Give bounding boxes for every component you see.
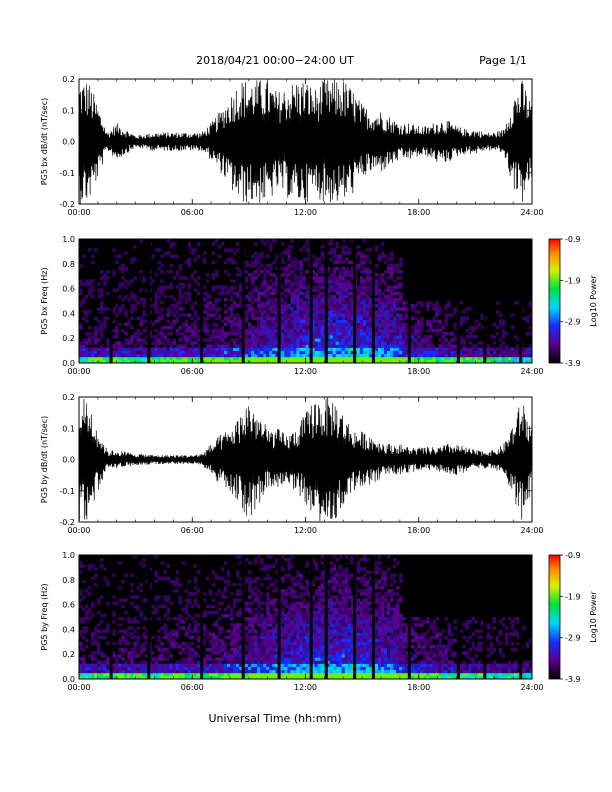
data-gap: [456, 555, 460, 679]
y-tick-label: 0.1: [62, 424, 75, 433]
colorbar-tick-label: -2.9: [565, 318, 581, 327]
page-number: Page 1/1: [479, 54, 527, 67]
data-gap: [309, 555, 313, 679]
colorbar-tick-label: -3.9: [565, 675, 581, 684]
y-tick-label: 0.2: [62, 650, 75, 659]
colorbar-tick-label: -0.9: [565, 235, 581, 244]
panels: 00:00 06:00 12:00 18:00 24:00 -0.2 -0.1 0.0 0.1 0…: [40, 75, 598, 692]
y-tick-label: 0.2: [62, 334, 75, 343]
data-gap: [147, 239, 151, 363]
y-tick-label: 0.0: [62, 456, 75, 465]
x-tick-label: 24:00: [520, 367, 543, 376]
data-gap: [200, 555, 204, 679]
y-tick-label: 0.4: [62, 309, 75, 318]
data-gap: [109, 555, 113, 679]
colorbar-tick-label: -0.9: [565, 551, 581, 560]
x-tick-label: 06:00: [181, 208, 204, 217]
data-gap: [147, 555, 151, 679]
panel-4: -0.9 -1.9 -2.9 -3.9 Log10 Power 00:00 06:00 12:…: [40, 551, 598, 692]
y-axis-label: PG5 by Freq (Hz): [40, 583, 49, 650]
data-gap: [200, 239, 204, 363]
data-gap: [277, 555, 281, 679]
colorbar: [548, 238, 561, 364]
y-tick-label: 0.8: [62, 576, 75, 585]
y-tick-label: 1.0: [62, 551, 75, 560]
data-gap: [353, 239, 357, 363]
waveform-series: [78, 397, 533, 522]
data-gap: [241, 555, 245, 679]
y-tick-label: 1.0: [62, 235, 75, 244]
panel-1: 00:00 06:00 12:00 18:00 24:00 -0.2 -0.1 0.0 0.1 0…: [40, 75, 544, 217]
x-tick-label: 06:00: [181, 526, 204, 535]
colorbar-label: Log10 Power: [589, 591, 598, 643]
panel-3: 00:00 06:00 12:00 18:00 24:00 -0.2 -0.1 0.0 0.1 0…: [40, 393, 544, 535]
colorbar: [548, 554, 561, 680]
y-tick-label: 0.4: [62, 625, 75, 634]
data-gap: [277, 239, 281, 363]
y-tick-label: -0.1: [59, 487, 75, 496]
y-tick-label: 0.8: [62, 260, 75, 269]
y-tick-label: 0.6: [62, 601, 75, 610]
x-tick-label: 24:00: [520, 208, 543, 217]
x-tick-label: 00:00: [67, 526, 90, 535]
data-gap: [483, 239, 487, 363]
data-gap: [456, 239, 460, 363]
x-tick-label: 18:00: [407, 683, 430, 692]
y-tick-label: 0.2: [62, 393, 75, 402]
x-tick-label: 00:00: [67, 367, 90, 376]
y-tick-label: 0.0: [62, 359, 75, 368]
y-axis-label: PG5 bx dB/dt (nT/sec): [40, 98, 49, 185]
x-tick-label: 00:00: [67, 208, 90, 217]
spectrogram-cells: [79, 555, 533, 680]
x-tick-label: 12:00: [294, 526, 317, 535]
y-tick-label: -0.2: [59, 200, 75, 209]
x-tick-label: 12:00: [294, 683, 317, 692]
colorbar-tick-label: -2.9: [565, 634, 581, 643]
y-tick-label: 0.2: [62, 75, 75, 84]
data-gap: [353, 555, 357, 679]
waveform-series: [78, 79, 533, 204]
x-axis-title: Universal Time (hh:mm): [209, 712, 342, 725]
x-tick-label: 24:00: [520, 526, 543, 535]
data-gap: [519, 239, 523, 363]
figure-title: 2018/04/21 00:00−24:00 UT: [196, 54, 354, 67]
data-gap: [324, 239, 328, 363]
x-tick-label: 18:00: [407, 526, 430, 535]
data-gap: [309, 239, 313, 363]
x-tick-label: 00:00: [67, 683, 90, 692]
data-gap: [407, 239, 411, 363]
y-axis-label: PG5 bx Freq (Hz): [40, 267, 49, 334]
x-tick-label: 06:00: [181, 683, 204, 692]
colorbar-tick-label: -3.9: [565, 359, 581, 368]
data-gap: [519, 555, 523, 679]
data-gap: [241, 239, 245, 363]
x-tick-label: 18:00: [407, 367, 430, 376]
y-tick-label: 0.0: [62, 675, 75, 684]
panel-2: -0.9 -1.9 -2.9 -3.9 Log10 Power 00:00 06:00 12:…: [40, 235, 598, 376]
data-gap: [109, 239, 113, 363]
x-tick-label: 18:00: [407, 208, 430, 217]
y-axis-label: PG5 by dB/dt (nT/sec): [40, 416, 49, 503]
colorbar-label: Log10 Power: [589, 275, 598, 327]
colorbar-tick-label: -1.9: [565, 592, 581, 601]
data-gap: [324, 555, 328, 679]
data-gap: [371, 239, 375, 363]
data-gap: [407, 555, 411, 679]
data-gap: [371, 555, 375, 679]
y-tick-label: 0.1: [62, 106, 75, 115]
y-tick-label: 0.0: [62, 138, 75, 147]
y-tick-label: -0.1: [59, 169, 75, 178]
x-tick-label: 12:00: [294, 367, 317, 376]
y-tick-label: -0.2: [59, 518, 75, 527]
data-gap: [483, 555, 487, 679]
y-tick-label: 0.6: [62, 285, 75, 294]
x-tick-label: 12:00: [294, 208, 317, 217]
x-tick-label: 06:00: [181, 367, 204, 376]
x-tick-label: 24:00: [520, 683, 543, 692]
colorbar-tick-label: -1.9: [565, 276, 581, 285]
